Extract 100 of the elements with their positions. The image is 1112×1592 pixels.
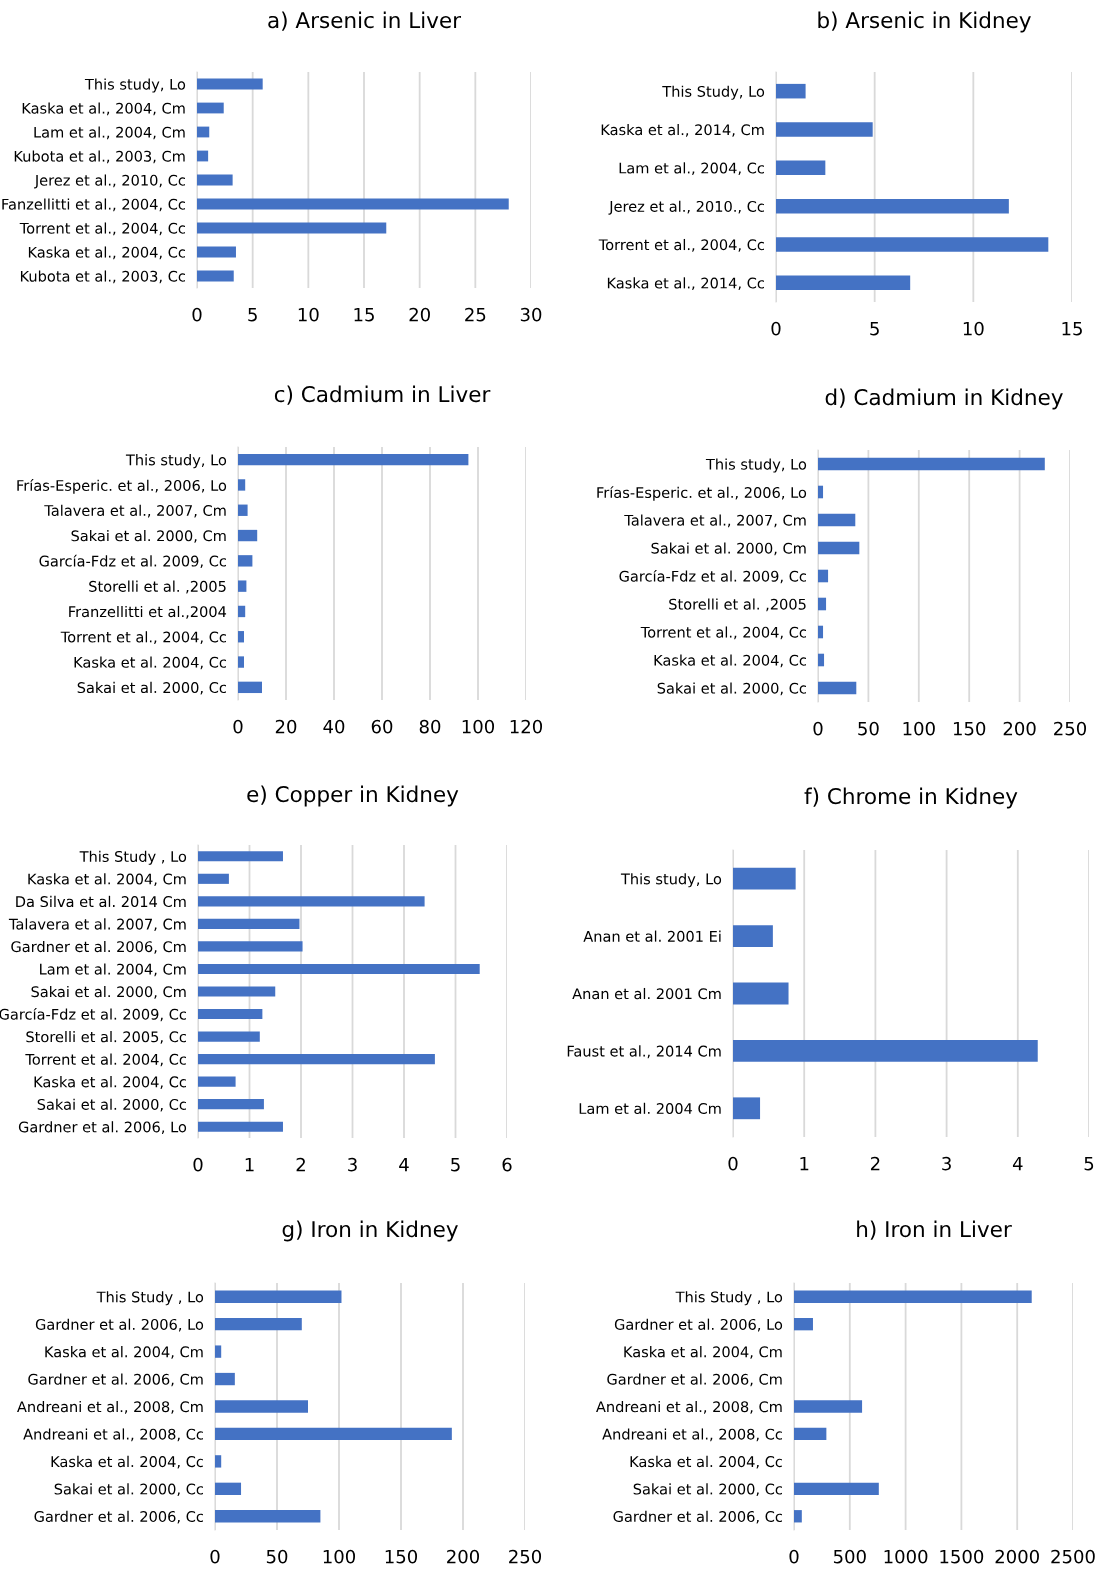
bar [818, 653, 825, 667]
y-tick-label: Torrent et al., 2004, Cc [60, 631, 226, 644]
bar [198, 851, 283, 862]
x-tick-label: 40 [323, 719, 345, 734]
bar [794, 1317, 813, 1331]
y-tick-label: Gardner et al. 2006, Cm [607, 1373, 782, 1387]
x-tick-label: 5 [451, 1158, 460, 1172]
bar [238, 656, 244, 668]
x-tick-label: 250 [1054, 721, 1087, 736]
y-tick-label: Sakai et al. 2000, Cm [31, 985, 186, 999]
x-tick-label: 2 [870, 1156, 880, 1171]
y-tick-label: This Study , Lo [79, 850, 187, 865]
bar [198, 1031, 260, 1042]
y-tick-label: Gardner et al. 2006, Cm [11, 940, 186, 954]
y-tick-label: Torrent et al., 2004, Cc [598, 238, 764, 252]
y-tick-label: This study, Lo [84, 78, 186, 93]
y-tick-label: Jerez et al., 2010., Cc [608, 200, 764, 215]
bar [198, 1008, 263, 1020]
x-tick-label: 150 [385, 1549, 418, 1564]
bar [776, 122, 873, 137]
x-tick-label: 0 [193, 1157, 203, 1172]
bar [794, 1510, 802, 1523]
x-tick-label: 1 [800, 1157, 809, 1171]
y-tick-label: Andreani et al., 2008, Cm [17, 1400, 203, 1414]
x-tick-label: 2 [296, 1157, 305, 1172]
x-tick-label: 60 [371, 719, 393, 734]
y-tick-label: Torrent et al., 2004, Cc [19, 222, 185, 236]
bar [238, 631, 244, 643]
bar [818, 513, 856, 527]
chart-title: f) Chrome in Kidney [804, 787, 1018, 809]
bar [198, 1121, 283, 1132]
y-tick-label: Talavera et al., 2007, Cm [624, 514, 806, 528]
x-tick-label: 100 [323, 1549, 356, 1564]
bar [733, 1039, 1038, 1062]
y-tick-label: Gardner et al. 2006, Cc [34, 1510, 203, 1524]
y-tick-label: This study, Lo [620, 873, 722, 888]
x-tick-label: 0 [789, 1549, 799, 1564]
bar [818, 457, 1045, 471]
bar [197, 198, 509, 210]
chart-title: d) Cadmium in Kidney [825, 388, 1063, 410]
bar [238, 580, 247, 592]
x-tick-label: 200 [447, 1549, 480, 1564]
y-tick-label: Faust et al., 2014 Cm [567, 1045, 721, 1059]
bar [794, 1290, 1032, 1303]
bar [197, 270, 234, 282]
y-tick-label: Storelli et al. ,2005 [89, 580, 226, 594]
y-tick-label: Kaska et al., 2014, Cc [607, 277, 764, 291]
bar [198, 963, 480, 975]
y-tick-label: Kaska et al. 2004, Cm [624, 1346, 782, 1359]
y-tick-label: Andreani et al., 2008, Cm [596, 1400, 782, 1414]
bar [818, 541, 860, 555]
bar [197, 222, 387, 234]
bar [198, 986, 276, 997]
x-tick-label: 2500 [1051, 1549, 1095, 1564]
bar [215, 1482, 242, 1496]
chart-title: g) Iron in Kidney [282, 1220, 458, 1242]
y-tick-label: Gardner et al. 2006, Lo [614, 1318, 783, 1332]
bar [215, 1372, 235, 1386]
y-tick-label: Sakai et al. 2000, Cc [54, 1483, 203, 1497]
chart-title: e) Copper in Kidney [247, 785, 459, 807]
y-tick-label: Sakai et al. 2000, Cm [71, 530, 226, 543]
x-tick-label: 50 [266, 1549, 288, 1564]
bar [215, 1510, 321, 1523]
x-tick-label: 250 [509, 1549, 542, 1564]
x-tick-label: 1 [245, 1158, 254, 1172]
bar [818, 681, 857, 695]
x-tick-label: 5 [870, 322, 879, 336]
y-tick-label: This Study , Lo [96, 1291, 204, 1306]
x-tick-label: 150 [953, 721, 986, 736]
bar [198, 1076, 236, 1087]
x-tick-label: 15 [354, 308, 374, 322]
bar [215, 1290, 342, 1303]
bar [776, 237, 1049, 252]
x-tick-label: 120 [510, 719, 543, 734]
bar [215, 1345, 222, 1358]
bar [238, 479, 246, 491]
bar [197, 174, 233, 186]
bar [238, 555, 253, 567]
y-tick-label: Lam et al. 2004, Cm [40, 963, 186, 977]
x-tick-label: 4 [399, 1158, 409, 1172]
x-tick-label: 5 [1084, 1157, 1094, 1171]
bar [776, 83, 806, 99]
y-tick-label: Sakai et al. 2000, Cc [37, 1098, 186, 1112]
bar [818, 625, 824, 639]
bar [238, 504, 248, 516]
y-tick-label: Sakai et al. 2000, Cc [77, 681, 226, 695]
y-tick-label: García-Fdz et al. 2009, Cc [39, 554, 226, 569]
x-tick-label: 25 [465, 307, 486, 322]
bar [197, 102, 224, 114]
bar [794, 1427, 827, 1441]
x-tick-label: 500 [833, 1549, 866, 1564]
y-tick-label: Kaska et al. 2004, Cc [34, 1076, 186, 1089]
bar [776, 275, 911, 291]
bar [794, 1482, 879, 1496]
y-tick-label: Torrent et al., 2004, Cc [640, 626, 806, 640]
bar [198, 941, 303, 952]
x-tick-label: 5 [248, 308, 257, 322]
y-tick-label: Lam et al., 2004, Cc [619, 162, 764, 176]
x-tick-label: 0 [771, 321, 781, 336]
bar [215, 1427, 452, 1441]
